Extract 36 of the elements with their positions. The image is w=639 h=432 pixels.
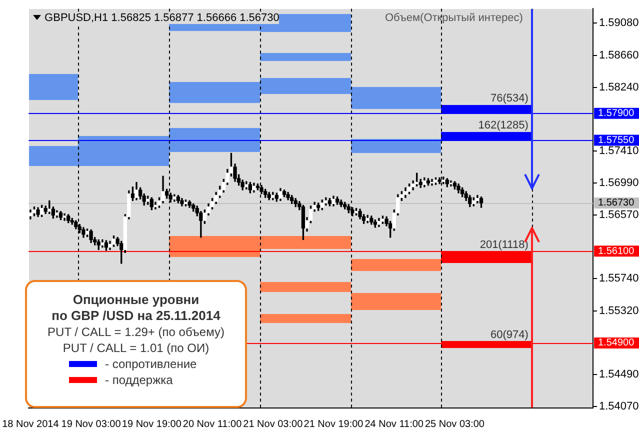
annotation: 60(974)	[490, 328, 528, 341]
x-tick-label: 20 Nov 11:00	[182, 418, 242, 430]
y-tick-label: 1.57410	[599, 144, 639, 157]
ref-line-label: 1.57550	[598, 134, 635, 146]
annotation: 76(534)	[490, 92, 528, 105]
x-tick-label: 21 Nov 19:00	[304, 418, 364, 430]
annotation: Опционные уровни	[72, 292, 200, 308]
y-tick-label: 1.54070	[599, 400, 639, 412]
x-tick-label: 19 Nov 03:00	[61, 418, 122, 430]
ref-line-label: 1.54900	[598, 338, 635, 349]
chart-title: GBPUSD,H1 1.56825 1.56877 1.56666 1.56730	[44, 12, 280, 24]
annotation: - сопротивление	[105, 356, 197, 372]
ref-line-label: 1.56730	[598, 198, 635, 209]
annotation: PUT / CALL = 1.29+ (по объему)	[46, 324, 226, 340]
y-tick-label: 1.55320	[599, 304, 639, 317]
annotation: 162(1285)	[478, 120, 528, 132]
chart-subtitle: Объем(Открытый интерес)	[385, 12, 523, 24]
y-tick-label: 1.55740	[599, 272, 639, 285]
y-tick-label: 1.58240	[599, 81, 639, 94]
x-tick-label: 19 Nov 19:00	[122, 418, 182, 430]
y-tick-label: 1.56570	[599, 209, 639, 222]
ref-line-label: 1.57900	[598, 108, 635, 120]
y-tick-label: 1.59080	[599, 17, 639, 30]
y-tick-label: 1.54490	[599, 368, 639, 380]
y-tick-label: 1.58660	[599, 49, 639, 62]
annotation: PUT / CALL = 1.01 (по ОИ)	[62, 340, 210, 356]
y-tick-label: 1.56990	[599, 177, 639, 190]
annotation: - поддержка	[105, 372, 173, 388]
candlestick	[449, 180, 453, 186]
x-tick-label: 25 Nov 03:00	[424, 418, 485, 430]
annotation: по GBP /USD на 25.11.2014	[50, 308, 222, 324]
x-tick-label: 21 Nov 03:00	[243, 418, 304, 430]
x-tick-label: 18 Nov 2014	[2, 418, 60, 430]
ref-line-label: 1.56100	[598, 246, 635, 257]
annotation: 201(1118)	[480, 239, 528, 252]
x-tick-label: 24 Nov 11:00	[364, 418, 424, 430]
